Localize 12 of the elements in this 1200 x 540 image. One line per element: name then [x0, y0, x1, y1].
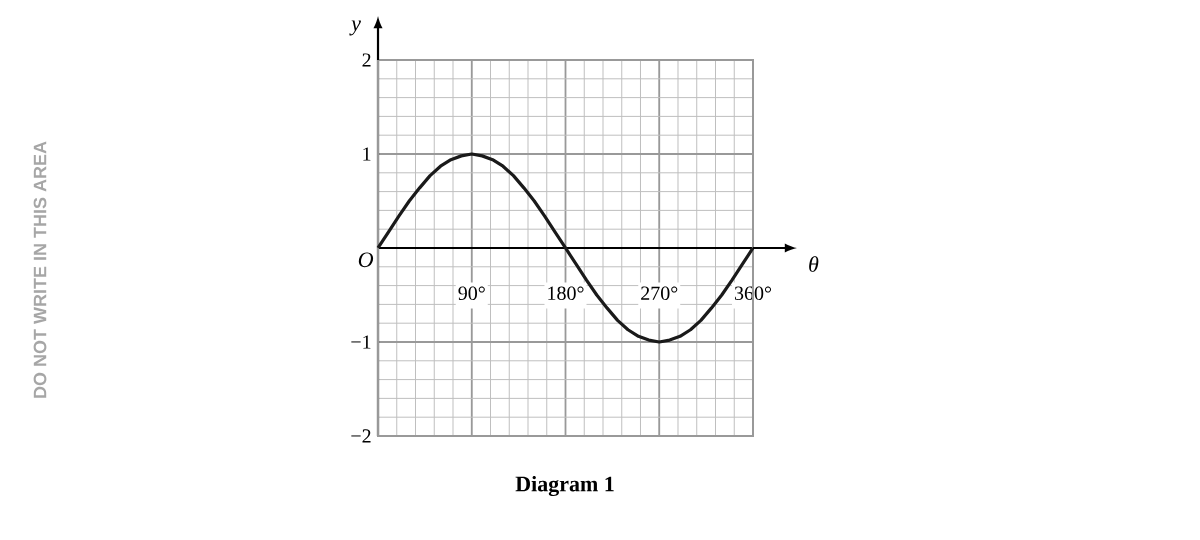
x-tick-label: 180° — [548, 286, 584, 300]
x-tick-label: 90° — [458, 286, 485, 300]
x-axis-title: θ — [809, 256, 819, 272]
text: DO NOT WRITE IN THIS AREA — [33, 141, 47, 398]
y-tick-label: 2 — [362, 53, 371, 67]
y-tick-label: −1 — [351, 335, 371, 349]
y-tick-label: 1 — [363, 147, 371, 161]
y-tick-label: −2 — [351, 429, 371, 443]
y-axis-title: y — [349, 20, 361, 36]
annotation: O — [358, 252, 374, 268]
x-tick-label: 270° — [641, 286, 678, 300]
text: Diagram 1 — [515, 475, 614, 497]
